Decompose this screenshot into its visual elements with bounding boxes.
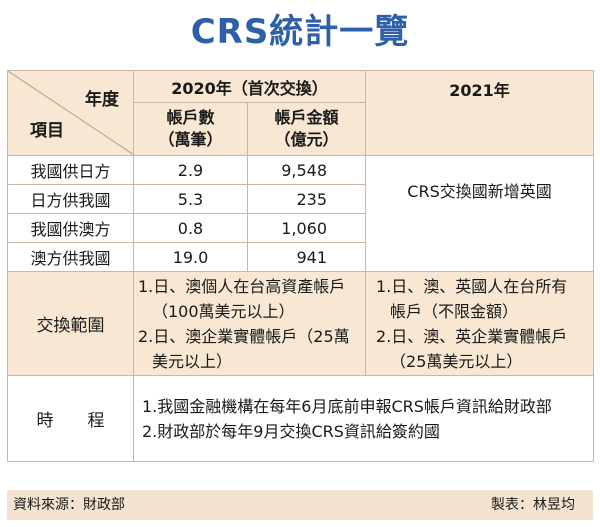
crs-statistics-table: 年度 項目 2020年（首次交換） 2021年 帳戶數 （萬筆） 帳戶金額 （億… [7, 69, 595, 490]
header-2020: 2020年（首次交換） [132, 69, 367, 104]
header-amount: 帳戶金額 （億元） [246, 102, 367, 156]
row-amount: 9,548 [246, 155, 367, 185]
table-row: 澳方供我國 19.0 941 [7, 242, 594, 272]
scope-2021-item-1: 1.日、澳、英國人在台所有帳戶（不限金額） [376, 276, 568, 321]
year-axis-label: 年度 [85, 90, 119, 110]
schedule-label: 時 程 [7, 375, 134, 462]
schedule-row: 時 程 1.我國金融機構在每年6月底前申報CRS帳戶資訊給財政部 2.財政部於每… [7, 375, 595, 462]
header-accounts: 帳戶數 （萬筆） [133, 102, 248, 156]
table-row: 日方供我國 5.3 235 [7, 184, 594, 214]
table-maker: 製表：林昱均 [491, 497, 575, 513]
schedule-content: 1.我國金融機構在每年6月底前申報CRS帳戶資訊給財政部 2.財政部於每年9月交… [132, 375, 595, 462]
scope-2020: 1.日、澳個人在台高資產帳戶（100萬美元以上） 2.日、澳企業實體帳戶（25萬… [132, 271, 367, 376]
row-label: 澳方供我國 [7, 242, 134, 272]
row-accounts: 5.3 [133, 184, 248, 214]
scope-2020-item-2: 2.日、澳企業實體帳戶（25萬美元以上） [138, 326, 350, 371]
row-label: 我國供澳方 [7, 213, 134, 243]
header-2021: 2021年 [365, 70, 595, 156]
page-title: CRS統計一覽 [190, 12, 410, 52]
scope-2021: 1.日、澳、英國人在台所有帳戶（不限金額） 2.日、澳、英企業實體帳戶（25萬美… [365, 271, 595, 376]
note-2021: CRS交換國新增英國 [365, 155, 595, 272]
row-amount: 1,060 [246, 213, 367, 243]
row-amount: 235 [246, 184, 367, 214]
footer-bar: 資料來源：財政部 製表：林昱均 [7, 490, 593, 520]
table-row: 我國供澳方 0.8 1,060 [7, 213, 594, 243]
diagonal-divider [8, 71, 134, 155]
scope-2020-item-1: 1.日、澳個人在台高資產帳戶（100萬美元以上） [138, 276, 346, 321]
row-accounts: 0.8 [133, 213, 248, 243]
row-label: 日方供我國 [7, 184, 134, 214]
scope-2021-item-2: 2.日、澳、英企業實體帳戶（25萬美元以上） [376, 326, 568, 371]
data-source: 資料來源：財政部 [13, 497, 125, 513]
row-accounts: 19.0 [133, 242, 248, 272]
header-amount-line1: 帳戶金額 [274, 108, 339, 128]
header-corner-cell: 年度 項目 [7, 70, 134, 156]
header-accounts-line2: （萬筆） [158, 130, 223, 150]
scope-row: 交換範圍 1.日、澳個人在台高資產帳戶（100萬美元以上） 2.日、澳企業實體帳… [7, 271, 595, 376]
item-axis-label: 項目 [30, 121, 64, 141]
header-accounts-line1: 帳戶數 [166, 108, 215, 128]
header-amount-line2: （億元） [274, 130, 339, 150]
schedule-item-1: 1.我國金融機構在每年6月底前申報CRS帳戶資訊給財政部 [142, 396, 552, 416]
row-label: 我國供日方 [7, 155, 134, 185]
schedule-item-2: 2.財政部於每年9月交換CRS資訊給簽約國 [142, 421, 440, 441]
table-row: 我國供日方 2.9 9,548 CRS交換國新增英國 [7, 155, 595, 272]
row-amount: 941 [246, 242, 367, 272]
row-accounts: 2.9 [133, 155, 248, 185]
scope-label: 交換範圍 [7, 271, 134, 376]
